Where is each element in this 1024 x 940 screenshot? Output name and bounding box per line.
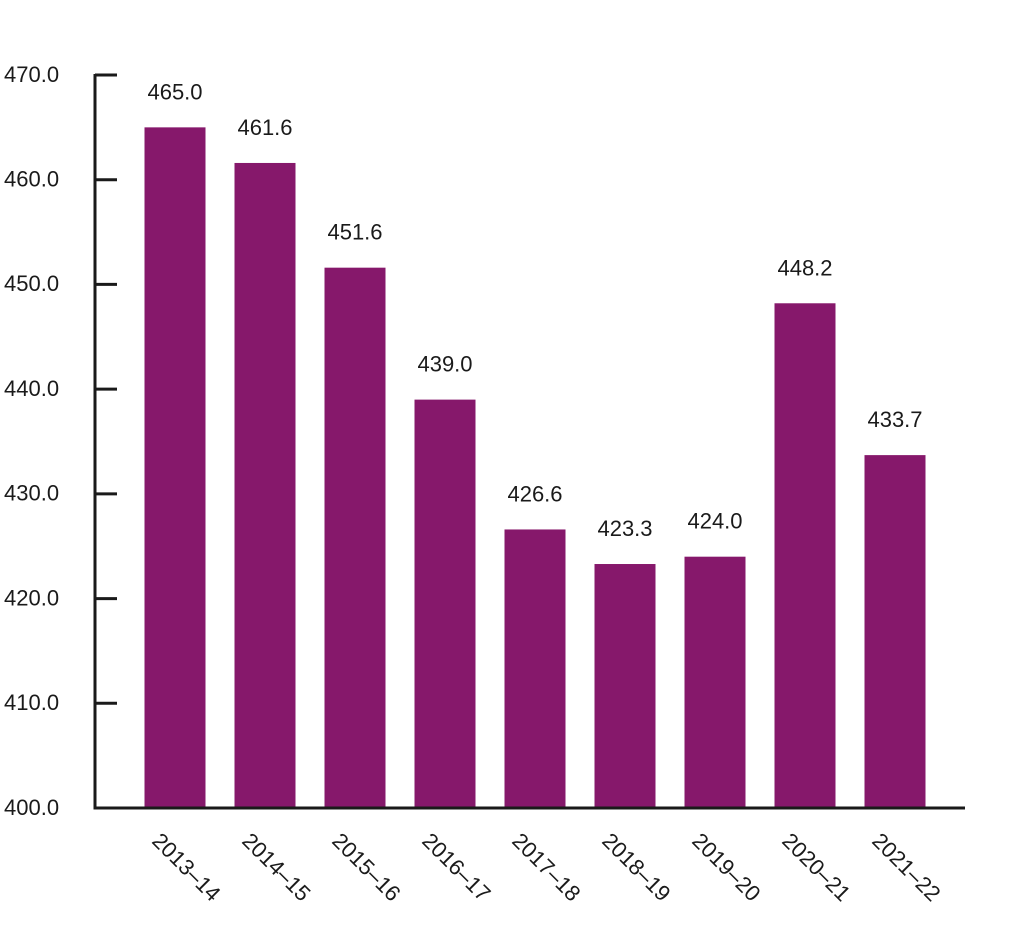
data-label: 433.7 xyxy=(867,407,922,432)
data-label: 424.0 xyxy=(687,509,742,534)
x-category-label: 2019–20 xyxy=(687,828,765,906)
bar xyxy=(684,556,746,808)
bar xyxy=(144,127,206,809)
data-label: 426.6 xyxy=(507,481,562,506)
x-category-label: 2017–18 xyxy=(507,828,585,906)
x-category-label: 2016–17 xyxy=(417,828,495,906)
bar xyxy=(774,303,836,808)
x-category-label: 2021–22 xyxy=(867,828,945,906)
y-tick-label: 460.0 xyxy=(4,167,59,192)
y-tick-label: 450.0 xyxy=(4,271,59,296)
data-label: 423.3 xyxy=(597,516,652,541)
x-axis: 2013–14 2014–15 2015–16 2016–17 2017–18 2018–… xyxy=(93,806,965,906)
y-tick-label: 440.0 xyxy=(4,376,59,401)
bars-group xyxy=(144,127,926,809)
y-tick-label: 430.0 xyxy=(4,481,59,506)
data-label: 461.6 xyxy=(237,115,292,140)
bar xyxy=(414,399,476,808)
x-category-label: 2015–16 xyxy=(327,828,405,906)
data-labels-group: 465.0 461.6 451.6 439.0 426.6 423.3 424.0 448.2… xyxy=(147,79,922,541)
bar xyxy=(324,267,386,808)
bar xyxy=(504,529,566,808)
x-category-label: 2014–15 xyxy=(237,828,315,906)
x-category-label: 2018–19 xyxy=(597,828,675,906)
x-category-label: 2013–14 xyxy=(147,828,225,906)
bar xyxy=(864,455,926,808)
data-label: 451.6 xyxy=(327,220,382,245)
y-tick-label: 420.0 xyxy=(4,585,59,610)
data-label: 439.0 xyxy=(417,352,472,377)
x-category-label: 2020–21 xyxy=(777,828,855,906)
bar xyxy=(594,564,656,808)
bar xyxy=(234,162,296,808)
y-tick-label: 410.0 xyxy=(4,690,59,715)
data-label: 465.0 xyxy=(147,79,202,104)
y-tick-label: 400.0 xyxy=(4,795,59,820)
data-label: 448.2 xyxy=(777,255,832,280)
y-axis: 400.0 410.0 420.0 430.0 440.0 450.0 460.0 470.0 xyxy=(4,62,117,820)
y-tick-label: 470.0 xyxy=(4,62,59,87)
